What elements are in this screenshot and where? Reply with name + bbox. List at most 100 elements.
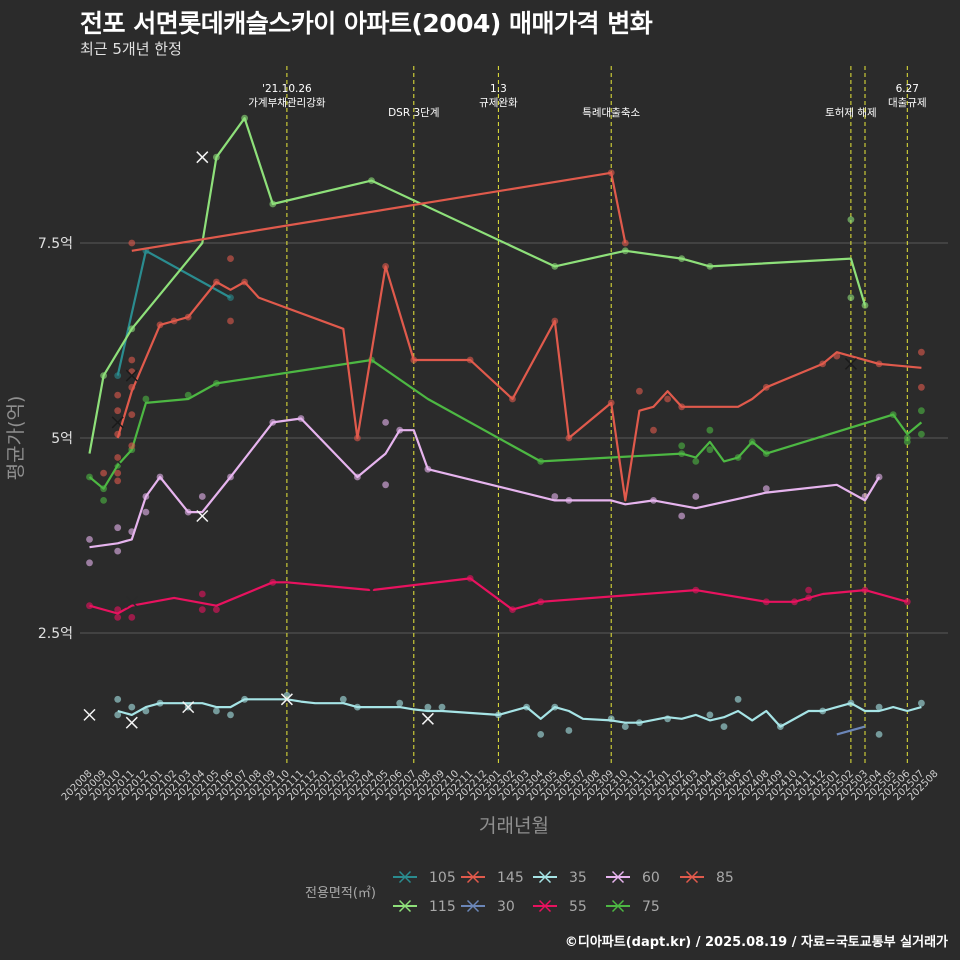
legend-swatch-cross [466,899,480,913]
cross-stroke [398,899,412,913]
series-30 [836,725,866,736]
cross-stroke [111,455,124,468]
data-point [114,407,122,415]
legend-label: 55 [569,899,587,915]
single-trade-marker [125,369,138,382]
policy-label: 6.27 [896,83,919,95]
data-point [636,387,643,395]
data-point [918,407,925,415]
cross-stroke [196,509,209,523]
source-credit: ©디아파트(dapt.kr) / 2025.08.19 / 자료=국토교통부 실… [564,935,948,950]
single-trade-marker [196,151,209,164]
data-point [918,348,925,356]
policy-label: 1.3 [490,83,507,95]
data-point [114,469,122,477]
legend-label: 85 [716,870,734,886]
data-point [198,590,206,598]
data-point [114,606,122,613]
series-55 [86,575,911,621]
data-point [114,614,122,621]
axes: 2.5억5억7.5억202008202009202010202011202012… [38,236,941,803]
policy-label: '21.10.26 [262,83,312,95]
single-trade-marker [421,712,434,725]
data-point [86,602,93,610]
legend-label: 35 [569,870,587,886]
data-point [114,711,122,719]
legend: 전용면적(㎡) 105 115 145 30 35 55 60 75 85 [305,870,734,915]
data-point [142,395,150,403]
data-point [706,426,714,434]
single-trade-marker [365,584,378,597]
cross-stroke [111,416,124,429]
series-layer [83,114,925,738]
data-point [114,695,122,703]
data-point [692,458,700,465]
cross-stroke [538,899,552,913]
y-tick-label: 7.5억 [38,236,73,252]
legend-swatch-cross [538,899,552,913]
y-tick-label: 5억 [51,431,73,447]
series-line [116,249,232,376]
data-point [537,731,545,738]
cross-stroke [611,870,625,884]
data-point [847,294,855,301]
legend-item-30: 30 [461,899,515,915]
legend-item-85: 85 [680,870,734,886]
data-point [128,356,136,364]
policy-label: 특례대출축소 [582,107,640,119]
data-point [114,454,122,461]
single-trade-marker [196,509,209,523]
policy-label: 규제완화 [479,96,518,109]
data-point [128,442,136,450]
data-point [128,614,136,621]
data-point [875,703,883,711]
data-point [438,703,446,711]
data-point [227,711,234,719]
data-point [86,536,93,543]
legend-swatch-cross [398,899,412,913]
data-point [678,442,686,450]
cross-stroke [398,870,412,884]
legend-swatch-cross [538,870,552,884]
cross-stroke [365,584,378,597]
legend-label: 75 [642,899,660,915]
cross-stroke [685,870,699,884]
data-point [875,731,883,738]
cross-stroke [125,595,138,608]
data-point [847,216,855,224]
data-point [382,481,389,489]
data-point [100,469,107,477]
data-point [142,508,150,516]
chart-subtitle: 최근 5개년 한정 [80,40,182,58]
single-trade-marker [111,455,124,468]
series-35 [83,692,925,738]
legend-item-115: 115 [393,899,456,915]
data-point [339,695,347,703]
legend-title: 전용면적(㎡) [305,886,376,901]
series-line [88,358,923,490]
series-line [116,265,922,502]
data-point [227,317,234,325]
cross-stroke [466,899,480,913]
policy-label: 가계부채관리강화 [248,97,326,109]
data-point [128,239,136,247]
data-point [706,446,714,454]
data-point [114,547,122,555]
cross-stroke [83,708,96,721]
series-85 [100,255,925,502]
cross-stroke [466,870,480,884]
policy-label: DSR 3단계 [388,107,439,119]
data-point [720,723,728,730]
cross-stroke [125,716,138,729]
single-trade-marker [83,708,96,721]
series-60 [86,415,883,567]
series-line [117,698,922,728]
series-line [88,117,867,454]
data-point [213,606,220,613]
legend-label: 115 [429,899,456,915]
data-point [918,699,925,707]
policy-label: 토허제 해제 [825,106,877,119]
data-point [762,485,770,493]
grid-lines [80,242,948,634]
